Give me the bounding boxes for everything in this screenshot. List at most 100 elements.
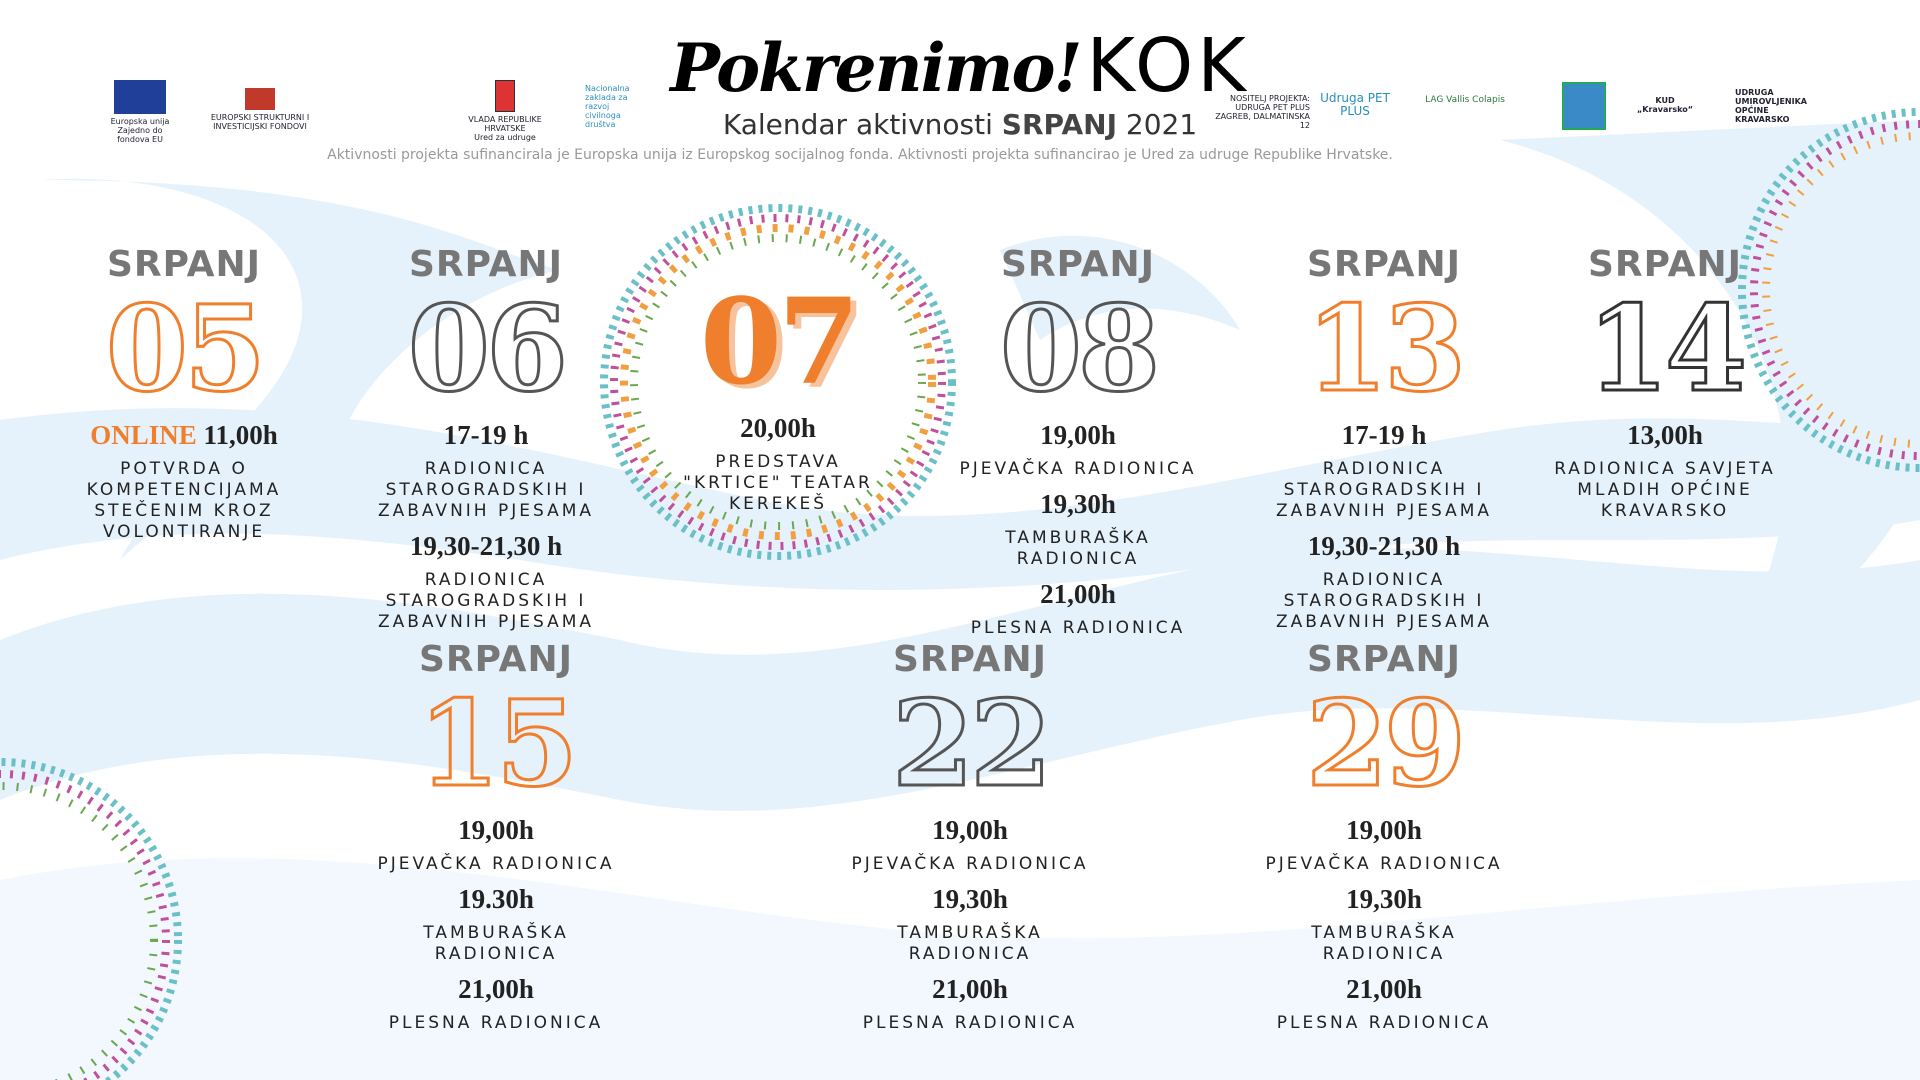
activity: TAMBURAŠKA RADIONICA bbox=[1311, 923, 1457, 964]
time: 19,30h bbox=[800, 883, 1140, 915]
time-text: 21,00h bbox=[458, 974, 534, 1004]
time: 19.30h bbox=[326, 883, 666, 915]
time: 19,00h bbox=[326, 814, 666, 846]
time-text: 19,30h bbox=[932, 884, 1008, 914]
activity: TAMBURAŠKA RADIONICA bbox=[423, 923, 569, 964]
time-text: 21,00h bbox=[1346, 974, 1422, 1004]
time-text: 20,00h bbox=[740, 413, 816, 443]
activity: TAMBURAŠKA RADIONICA bbox=[897, 923, 1043, 964]
time-text: 17-19 h bbox=[1341, 420, 1427, 450]
time-text: 19.30h bbox=[458, 884, 534, 914]
time-text: 21,00h bbox=[1040, 579, 1116, 609]
activity: PLESNA RADIONICA bbox=[970, 618, 1186, 638]
day-column: SRPANJ 06 17-19 h RADIONICA STAROGRADSKIH I… bbox=[316, 243, 656, 633]
time: 19,30-21,30 h bbox=[316, 530, 656, 562]
logo: LAG Vallis Colapis bbox=[1425, 95, 1505, 105]
month: SRPANJ bbox=[1306, 244, 1462, 285]
time: 21,00h bbox=[326, 973, 666, 1005]
activity: PLESNA RADIONICA bbox=[862, 1013, 1078, 1033]
activity: POTVRDA O KOMPETENCIJAMA STEČENIM KROZ V… bbox=[86, 459, 282, 542]
activity: PLESNA RADIONICA bbox=[1276, 1013, 1492, 1033]
time: ONLINE 11,00h bbox=[14, 419, 354, 451]
time-text: 19,30-21,30 h bbox=[409, 531, 563, 561]
time-text: 19,00h bbox=[458, 815, 534, 845]
day-column: SRPANJ 05 ONLINE 11,00h POTVRDA O KOMPETENC… bbox=[14, 243, 354, 543]
logo: KUD „Kravarsko“ bbox=[1637, 96, 1693, 114]
month: SRPANJ bbox=[418, 639, 574, 680]
logo: UDRUGA UMIROVLJENIKA OPĆINE KRAVARSKO bbox=[1735, 88, 1807, 124]
time-text: 19,30-21,30 h bbox=[1307, 531, 1461, 561]
time: 21,00h bbox=[1214, 973, 1554, 1005]
logo-text: EUROPSKI STRUKTURNI I INVESTICIJSKI FOND… bbox=[210, 113, 310, 131]
day-number: 06 bbox=[406, 279, 569, 418]
day-number: 29 bbox=[1304, 674, 1467, 813]
activity: PJEVAČKA RADIONICA bbox=[377, 854, 615, 874]
time-text: 11,00h bbox=[203, 420, 278, 450]
activity: RADIONICA SAVJETA MLADIH OPĆINE KRAVARSK… bbox=[1554, 459, 1776, 521]
time-text: 17-19 h bbox=[443, 420, 529, 450]
month: SRPANJ bbox=[1306, 639, 1462, 680]
logo-text: Ured za udruge bbox=[474, 133, 536, 142]
day-column: SRPANJ 13 17-19 h RADIONICA STAROGRADSKIH I… bbox=[1214, 243, 1554, 633]
brand-right: KOK bbox=[1086, 23, 1250, 109]
month: SRPANJ bbox=[1587, 244, 1743, 285]
brand-left: Pokrenimo! bbox=[670, 29, 1082, 107]
time-text: 19,00h bbox=[932, 815, 1008, 845]
logo: EUROPSKI STRUKTURNI I INVESTICIJSKI FOND… bbox=[210, 88, 310, 131]
logo: VLADA REPUBLIKE HRVATSKE Ured za udruge bbox=[455, 80, 555, 142]
activity: TAMBURAŠKA RADIONICA bbox=[1005, 528, 1151, 569]
time: 20,00h bbox=[608, 412, 948, 444]
time-text: 21,00h bbox=[932, 974, 1008, 1004]
logo-text: VLADA REPUBLIKE HRVATSKE bbox=[468, 115, 542, 133]
funding-note: Aktivnosti projekta sufinancirala je Eur… bbox=[327, 147, 1393, 163]
time: 19,30-21,30 h bbox=[1214, 530, 1554, 562]
month: SRPANJ bbox=[106, 244, 262, 285]
month: SRPANJ bbox=[892, 639, 1048, 680]
subtitle: Kalendar aktivnosti SRPANJ 2021 bbox=[0, 108, 1920, 141]
day-column: SRPANJ 08 19,00h PJEVAČKA RADIONICA 19,30h TA… bbox=[908, 243, 1248, 639]
activity: PJEVAČKA RADIONICA bbox=[851, 854, 1089, 874]
time: 21,00h bbox=[908, 578, 1248, 610]
time-text: 19,00h bbox=[1346, 815, 1422, 845]
activity: RADIONICA STAROGRADSKIH I ZABAVNIH PJESA… bbox=[1275, 570, 1493, 632]
day-column: SRPANJ 15 19,00h PJEVAČKA RADIONICA 19.30h TA… bbox=[326, 638, 666, 1034]
day-column: SRPANJ 29 19,00h PJEVAČKA RADIONICA 19,30h TA… bbox=[1214, 638, 1554, 1034]
activity: PREDSTAVA "KRTICE" TEATAR KEREKEŠ bbox=[683, 452, 873, 514]
day-column: 07 20,00h PREDSTAVA "KRTICE" TEATAR KEREKE… bbox=[608, 280, 948, 515]
time: 21,00h bbox=[800, 973, 1140, 1005]
logo: NOSITELJ PROJEKTA: UDRUGA PET PLUS ZAGRE… bbox=[1215, 94, 1310, 130]
subtitle-month: SRPANJ bbox=[1001, 108, 1117, 141]
coat-of-arms bbox=[1562, 82, 1606, 130]
day-column: SRPANJ 14 13,00h RADIONICA SAVJETA MLADIH O… bbox=[1495, 243, 1835, 522]
activity: RADIONICA STAROGRADSKIH I ZABAVNIH PJESA… bbox=[377, 570, 595, 632]
month: SRPANJ bbox=[1000, 244, 1156, 285]
time: 13,00h bbox=[1495, 419, 1835, 451]
logo-text: Europska unija Zajedno do fondova EU bbox=[110, 117, 170, 144]
day-number: 14 bbox=[1585, 279, 1748, 418]
time-text: 19,30h bbox=[1346, 884, 1422, 914]
time: 17-19 h bbox=[1214, 419, 1554, 451]
time-text: 19,00h bbox=[1040, 420, 1116, 450]
logo: Europska unija Zajedno do fondova EU bbox=[100, 80, 180, 144]
day-number: 13 bbox=[1304, 279, 1467, 418]
day-number: 05 bbox=[104, 279, 267, 418]
time: 19,30h bbox=[1214, 883, 1554, 915]
time: 19,00h bbox=[800, 814, 1140, 846]
activity: PLESNA RADIONICA bbox=[388, 1013, 604, 1033]
day-number: 08 bbox=[998, 279, 1161, 418]
brand: Pokrenimo!KOK bbox=[0, 28, 1920, 107]
time: 19,00h bbox=[908, 419, 1248, 451]
day-column: SRPANJ 22 19,00h PJEVAČKA RADIONICA 19,30h TA… bbox=[800, 638, 1140, 1034]
day-number: 22 bbox=[890, 674, 1053, 813]
activity: PJEVAČKA RADIONICA bbox=[959, 459, 1197, 479]
day-number: 15 bbox=[416, 674, 579, 813]
month: SRPANJ bbox=[408, 244, 564, 285]
logo: Nacionalna zaklada za razvoj civilnoga d… bbox=[585, 84, 630, 129]
activity: PJEVAČKA RADIONICA bbox=[1265, 854, 1503, 874]
logo: Udruga PET PLUS bbox=[1320, 91, 1390, 118]
subtitle-prefix: Kalendar aktivnosti bbox=[722, 108, 993, 141]
subtitle-year: 2021 bbox=[1125, 108, 1198, 141]
activity: RADIONICA STAROGRADSKIH I ZABAVNIH PJESA… bbox=[377, 459, 595, 521]
time: 19,30h bbox=[908, 488, 1248, 520]
